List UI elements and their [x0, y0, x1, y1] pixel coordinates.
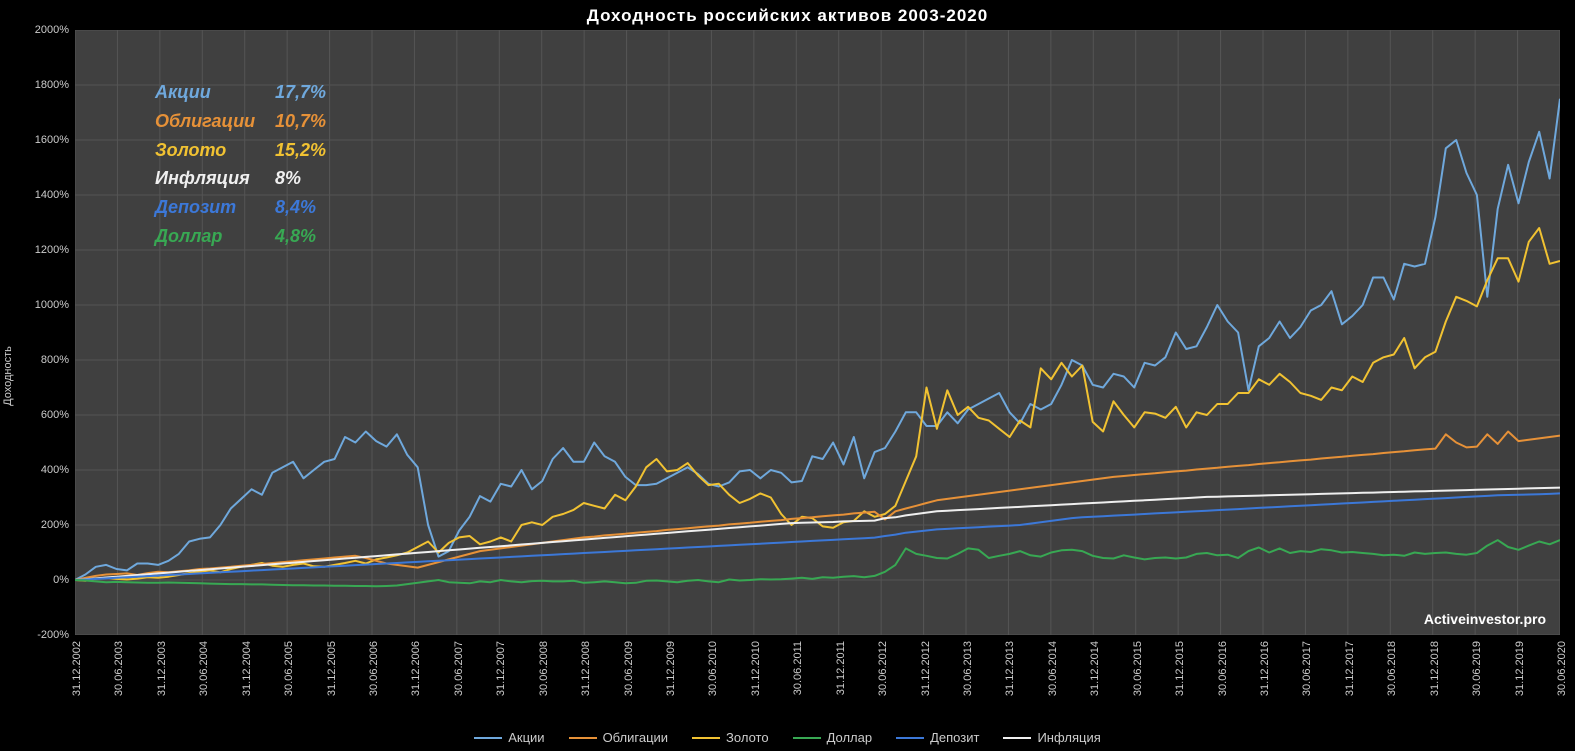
y-axis-label: Доходность	[2, 346, 14, 406]
x-tick-label: 30.06.2008	[538, 641, 550, 696]
x-tick-label: 31.12.2018	[1429, 641, 1441, 696]
annotation-box: Акции17,7%Облигации10,7%Золото15,2%Инфля…	[155, 78, 335, 251]
y-tick-label: 1400%	[35, 189, 69, 201]
x-tick-label: 31.12.2014	[1089, 641, 1101, 696]
x-tick-label: 30.06.2004	[198, 641, 210, 696]
x-tick-label: 31.12.2013	[1004, 641, 1016, 696]
annotation-name: Облигации	[155, 107, 275, 136]
legend-label: Депозит	[930, 730, 979, 745]
legend-item: Доллар	[793, 730, 873, 745]
y-tick-label: 400%	[41, 464, 69, 476]
y-tick-label: 1600%	[35, 134, 69, 146]
x-tick-label: 30.06.2003	[113, 641, 125, 696]
x-tick-label: 30.06.2010	[707, 641, 719, 696]
series-Облигации	[75, 432, 1560, 581]
x-tick-label: 30.06.2005	[283, 641, 295, 696]
legend-item: Золото	[692, 730, 769, 745]
x-tick-label: 31.12.2002	[71, 641, 83, 696]
plot-area: -200%0%200%400%600%800%1000%1200%1400%16…	[75, 30, 1560, 635]
legend-label: Облигации	[603, 730, 668, 745]
y-tick-label: -200%	[37, 629, 69, 641]
series-Депозит	[75, 493, 1560, 580]
legend-swatch	[1003, 737, 1031, 739]
annotation-name: Акции	[155, 78, 275, 107]
legend-label: Доллар	[827, 730, 873, 745]
y-tick-label: 2000%	[35, 24, 69, 36]
series-Инфляция	[75, 488, 1560, 580]
x-tick-label: 30.06.2015	[1132, 641, 1144, 696]
annotation-name: Доллар	[155, 222, 275, 251]
legend-label: Золото	[726, 730, 769, 745]
legend-label: Акции	[508, 730, 544, 745]
x-tick-label: 31.12.2015	[1174, 641, 1186, 696]
x-tick-label: 31.12.2003	[156, 641, 168, 696]
y-tick-label: 1200%	[35, 244, 69, 256]
legend-label: Инфляция	[1037, 730, 1100, 745]
y-tick-label: 1000%	[35, 299, 69, 311]
series-Золото	[75, 228, 1560, 581]
chart-title: Доходность российских активов 2003-2020	[0, 6, 1575, 26]
x-tick-label: 31.12.2005	[326, 641, 338, 696]
x-tick-label: 31.12.2007	[495, 641, 507, 696]
annotation-name: Инфляция	[155, 164, 275, 193]
legend-item: Инфляция	[1003, 730, 1100, 745]
annotation-name: Депозит	[155, 193, 275, 222]
annotation-value: 8%	[275, 164, 335, 193]
y-tick-label: 800%	[41, 354, 69, 366]
x-tick-label: 30.06.2007	[453, 641, 465, 696]
legend-item: Депозит	[896, 730, 979, 745]
x-tick-label: 31.12.2012	[920, 641, 932, 696]
x-tick-label: 30.06.2013	[962, 641, 974, 696]
x-tick-label: 30.06.2011	[792, 641, 804, 695]
annotation-value: 8,4%	[275, 193, 335, 222]
x-tick-label: 30.06.2019	[1471, 641, 1483, 696]
legend-swatch	[692, 737, 720, 739]
x-tick-label: 31.12.2016	[1259, 641, 1271, 696]
legend-item: Акции	[474, 730, 544, 745]
annotation-name: Золото	[155, 136, 275, 165]
legend-swatch	[474, 737, 502, 739]
legend-swatch	[569, 737, 597, 739]
x-tick-label: 31.12.2011	[835, 641, 847, 695]
x-tick-label: 31.12.2019	[1514, 641, 1526, 696]
annotation-value: 15,2%	[275, 136, 335, 165]
legend-swatch	[896, 737, 924, 739]
annotation-value: 10,7%	[275, 107, 335, 136]
y-tick-label: 0%	[53, 574, 69, 586]
legend: Акции Облигации Золото Доллар Депозит Инфляци…	[0, 727, 1575, 746]
watermark: Activeinvestor.pro	[1424, 611, 1546, 627]
x-tick-label: 30.06.2020	[1556, 641, 1568, 696]
y-tick-label: 1800%	[35, 79, 69, 91]
x-tick-label: 30.06.2012	[877, 641, 889, 696]
y-tick-label: 600%	[41, 409, 69, 421]
x-tick-label: 30.06.2018	[1386, 641, 1398, 696]
x-tick-label: 31.12.2009	[665, 641, 677, 696]
x-tick-label: 31.12.2008	[580, 641, 592, 696]
annotation-value: 17,7%	[275, 78, 335, 107]
y-tick-label: 200%	[41, 519, 69, 531]
x-tick-label: 31.12.2010	[750, 641, 762, 696]
x-tick-label: 30.06.2014	[1047, 641, 1059, 696]
x-tick-label: 31.12.2017	[1344, 641, 1356, 696]
legend-item: Облигации	[569, 730, 668, 745]
annotation-value: 4,8%	[275, 222, 335, 251]
legend-swatch	[793, 737, 821, 739]
x-tick-label: 30.06.2006	[368, 641, 380, 696]
x-tick-label: 30.06.2017	[1301, 641, 1313, 696]
chart-container: Доходность российских активов 2003-2020 …	[0, 0, 1575, 751]
x-tick-label: 31.12.2006	[410, 641, 422, 696]
x-tick-label: 31.12.2004	[241, 641, 253, 696]
x-tick-label: 30.06.2016	[1217, 641, 1229, 696]
x-tick-label: 30.06.2009	[623, 641, 635, 696]
